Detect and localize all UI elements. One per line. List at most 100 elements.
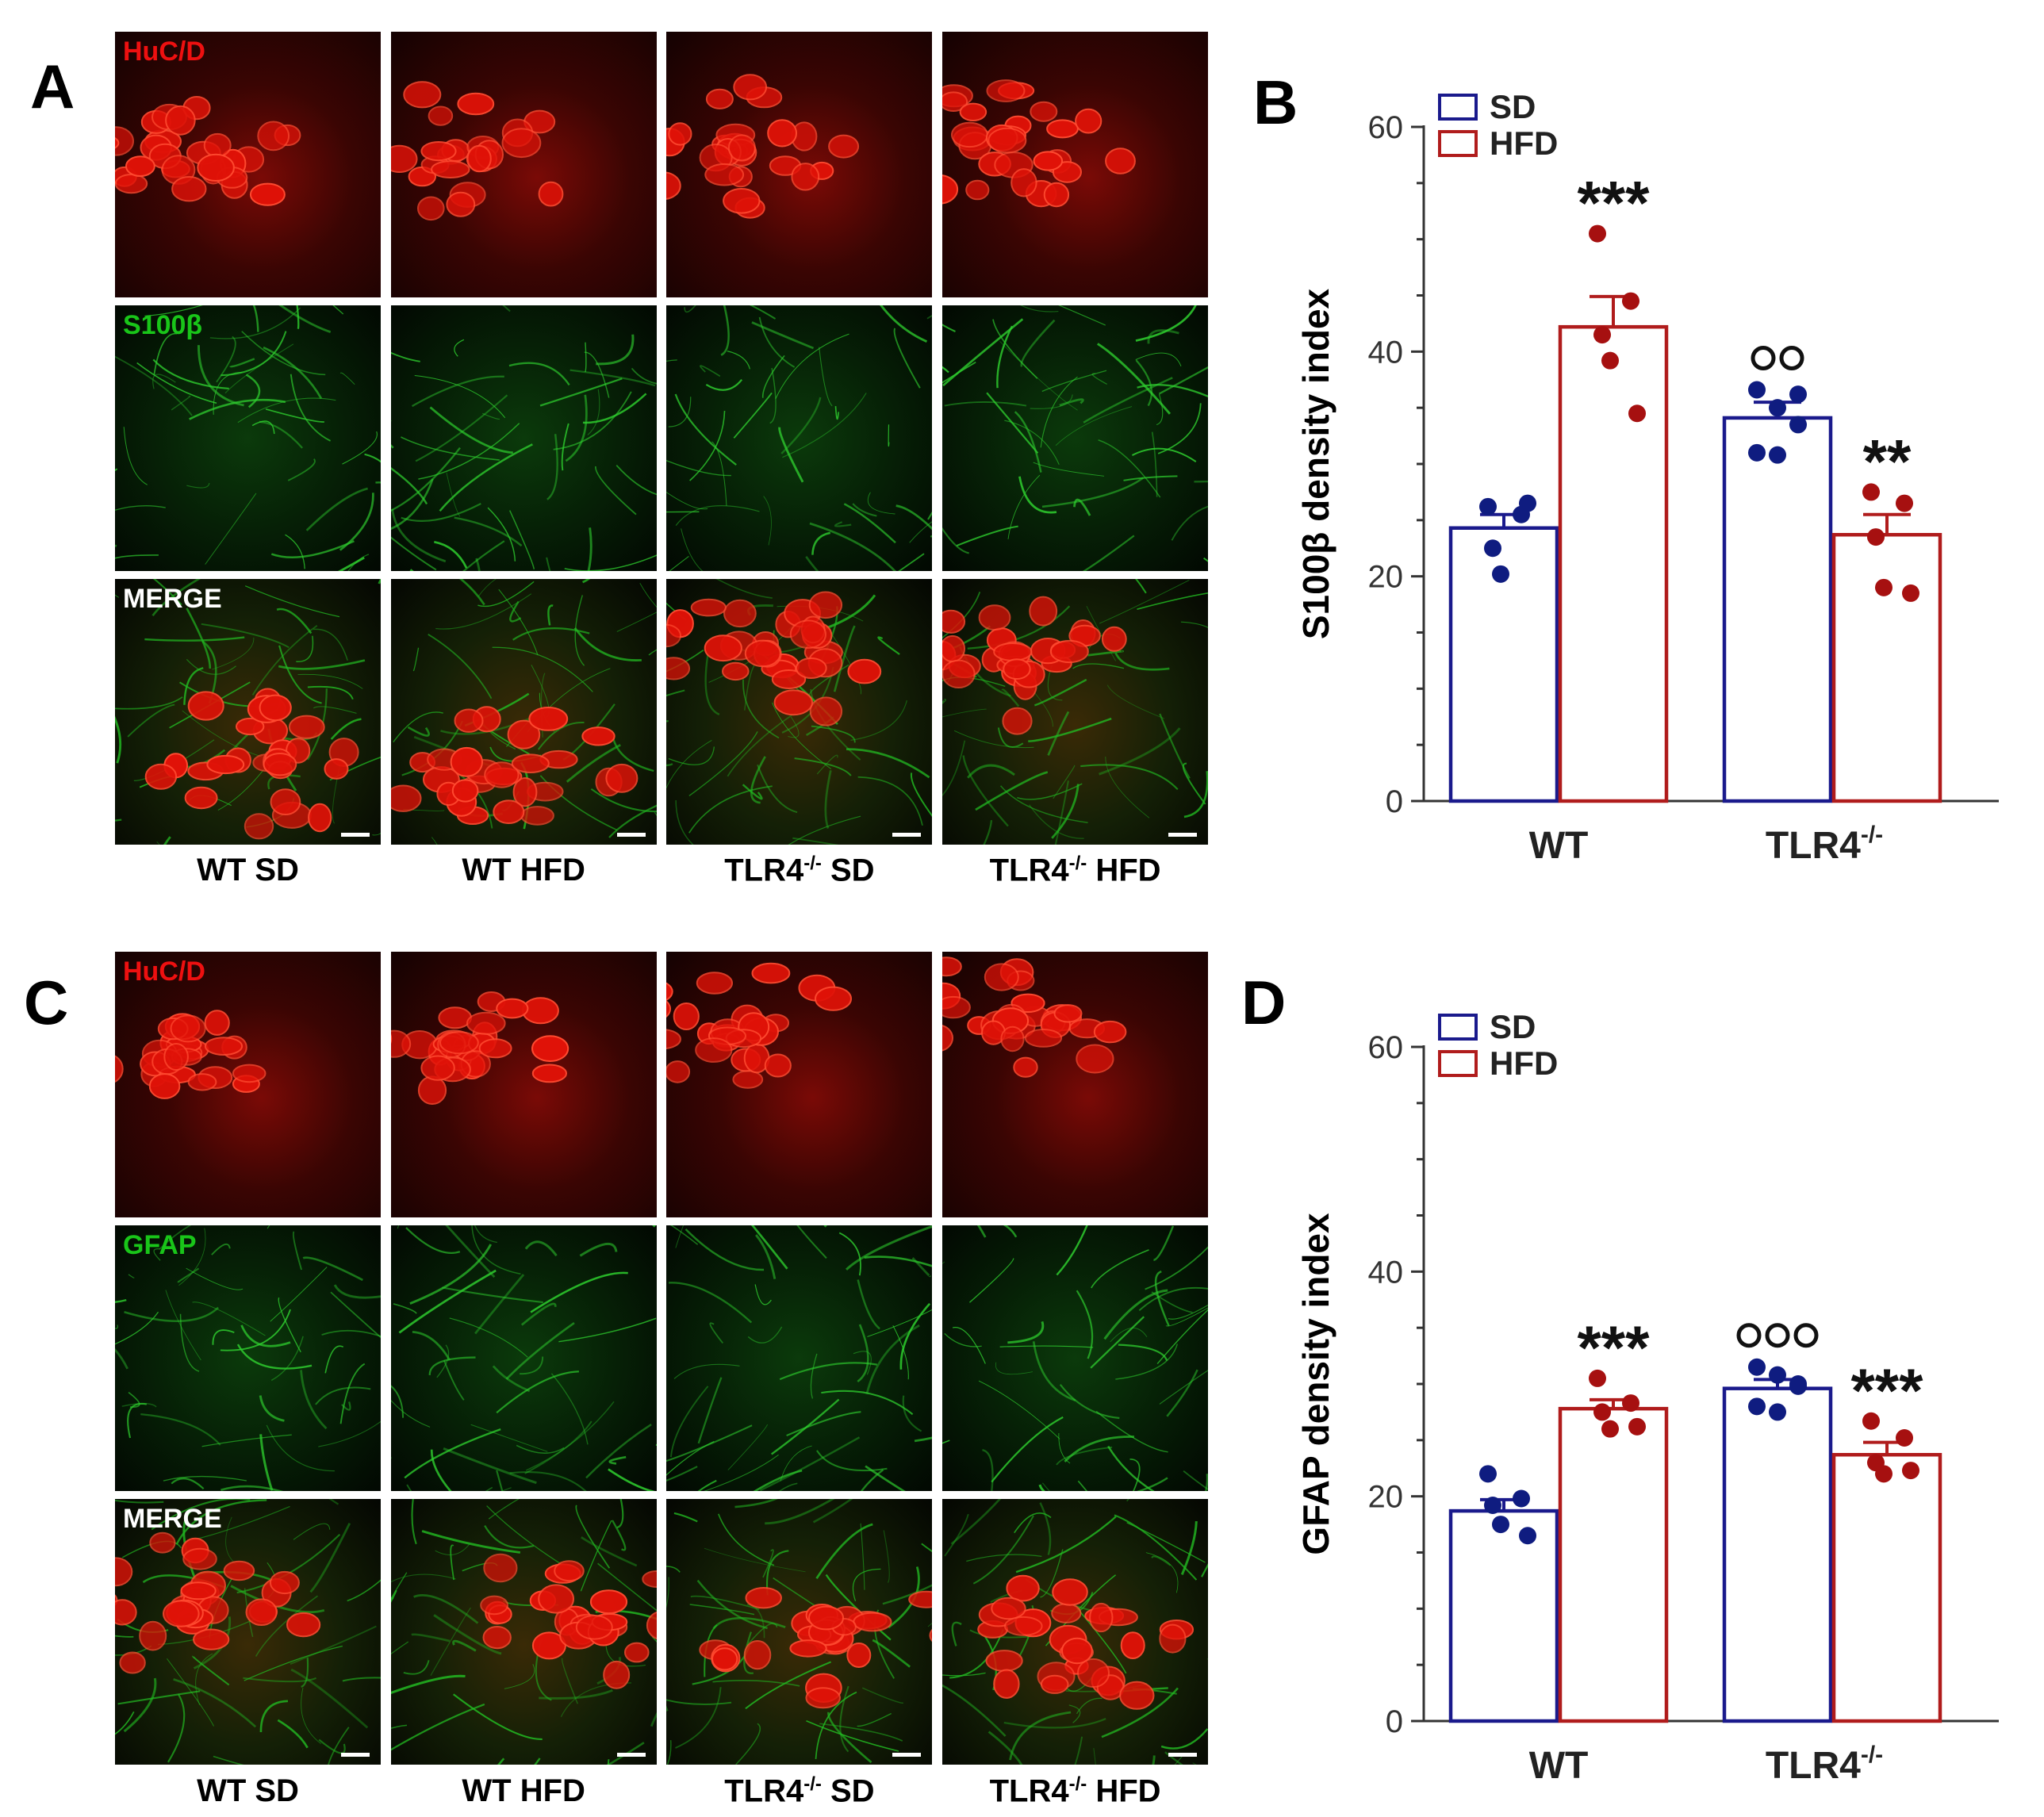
legend-swatch-sd (1438, 1014, 1478, 1041)
chart-b: 0 20 40 60 S100β density index ○○ *** ** WT TLR4-… (1285, 63, 2023, 880)
data-point (1628, 404, 1646, 423)
data-point (1789, 385, 1807, 404)
bar-sd-1 (1722, 416, 1833, 803)
scale-bar (1168, 1753, 1198, 1757)
micrograph-c-r0-c2 (666, 952, 933, 1217)
data-point (1862, 483, 1880, 501)
column-label-c-1: WT HFD (462, 1773, 585, 1808)
data-point (1769, 399, 1786, 417)
legend-label-sd: SD (1490, 88, 1536, 125)
data-point (1484, 1497, 1501, 1514)
micrograph-a-r2-c0: MERGE (115, 579, 381, 845)
y-tick-label: 0 (1386, 784, 1403, 819)
y-tick-label: 60 (1368, 1030, 1404, 1065)
scale-bar (616, 833, 646, 837)
micrograph-grid-c: HuC/D GFAP MERGE (115, 952, 1209, 1765)
chart-d: 0 20 40 60 GFAP density index ○○○ *** *** WT TLR4… (1285, 983, 2023, 1800)
row-label-a-0: HuC/D (123, 36, 205, 67)
micrograph-c-r0-c3 (942, 952, 1209, 1217)
micrograph-a-r0-c2 (666, 32, 933, 297)
legend-swatch-sd (1438, 94, 1478, 121)
micrograph-a-r0-c3 (942, 32, 1209, 297)
micrograph-a-r1-c3 (942, 305, 1209, 571)
micrograph-grid-a: HuC/D S100β MERGE (115, 32, 1209, 845)
scale-bar (616, 1753, 646, 1757)
significance-label: ○○ (1777, 334, 1779, 335)
y-tick-label: 20 (1368, 560, 1404, 595)
significance-circle (1793, 1323, 1819, 1348)
bar-sd-1 (1722, 1386, 1833, 1723)
legend-label-sd: SD (1490, 1008, 1536, 1045)
column-label-a-3: TLR4-/- HFD (989, 853, 1161, 888)
row-label-c-0: HuC/D (123, 956, 205, 987)
data-point (1748, 1397, 1766, 1416)
data-point (1519, 1527, 1536, 1545)
micrograph-c-r1-c3 (942, 1225, 1209, 1491)
data-point (1867, 528, 1885, 546)
data-point (1589, 1369, 1606, 1387)
scale-bar (341, 1753, 370, 1757)
data-point (1896, 1429, 1913, 1447)
micrograph-c-r1-c2 (666, 1225, 933, 1491)
chart-d-svg: 0 20 40 60 GFAP density index ○○○ *** *** WT TLR4… (1295, 1008, 1999, 1787)
data-point (1492, 1516, 1509, 1534)
significance-label: ○○○ (1777, 1311, 1779, 1313)
data-point (1769, 1366, 1786, 1384)
bar-hfd-1 (1831, 1453, 1942, 1723)
micrograph-a-r2-c1 (390, 579, 657, 845)
y-tick-label: 40 (1368, 1255, 1404, 1290)
micrograph-a-r0-c0: HuC/D (115, 32, 381, 297)
legend-swatch-hfd (1438, 1050, 1478, 1077)
micrograph-c-r2-c3 (942, 1499, 1209, 1765)
micrograph-a-r1-c2 (666, 305, 933, 571)
significance-circle (1751, 346, 1776, 370)
x-tick-label: WT (1529, 825, 1589, 867)
legend-label-hfd: HFD (1490, 1045, 1558, 1082)
data-point (1622, 1394, 1639, 1413)
column-label-a-2: TLR4-/- SD (724, 853, 875, 888)
y-tick-label: 60 (1368, 110, 1404, 145)
y-tick-label: 40 (1368, 335, 1404, 370)
data-point (1601, 351, 1619, 370)
data-point (1479, 1465, 1497, 1483)
row-label-a-2: MERGE (123, 584, 222, 614)
significance-label: *** (1577, 1313, 1650, 1382)
column-label-c-3: TLR4-/- HFD (989, 1773, 1161, 1809)
y-tick-label: 20 (1368, 1480, 1404, 1515)
significance-circle (1779, 346, 1804, 370)
data-point (1593, 1403, 1611, 1421)
data-point (1902, 584, 1919, 602)
legend-label-hfd: HFD (1490, 125, 1558, 162)
bar-hfd-0 (1558, 1406, 1669, 1723)
bar-sd-0 (1448, 1508, 1559, 1723)
micrograph-c-r2-c1 (390, 1499, 657, 1765)
panel-letter-b: B (1253, 67, 1298, 137)
micrograph-c-r1-c0: GFAP (115, 1225, 381, 1491)
panel-letter-a: A (30, 52, 75, 121)
panel-letter-d: D (1241, 968, 1287, 1037)
data-point (1875, 1465, 1893, 1483)
scale-bar (1168, 833, 1198, 837)
y-axis-label: S100β density index (1295, 288, 1336, 639)
column-label-c-2: TLR4-/- SD (724, 1773, 875, 1809)
micrograph-a-r1-c1 (390, 305, 657, 571)
bar-hfd-1 (1831, 533, 1942, 803)
data-point (1769, 1403, 1786, 1421)
micrograph-a-r2-c3 (942, 579, 1209, 845)
scale-bar (341, 833, 370, 837)
x-tick-label: WT (1529, 1745, 1589, 1787)
bar-hfd-0 (1558, 324, 1669, 803)
data-point (1589, 224, 1606, 243)
micrograph-a-r2-c2 (666, 579, 933, 845)
data-point (1484, 539, 1501, 558)
row-label-c-1: GFAP (123, 1230, 197, 1260)
data-point (1748, 1358, 1766, 1376)
column-label-a-1: WT HFD (462, 853, 585, 887)
scale-bar (892, 1753, 922, 1757)
row-label-c-2: MERGE (123, 1504, 222, 1534)
micrograph-c-r2-c0: MERGE (115, 1499, 381, 1765)
significance-label: ** (1863, 426, 1912, 496)
data-point (1789, 1375, 1807, 1393)
micrograph-c-r2-c2 (666, 1499, 933, 1765)
data-point (1513, 1489, 1530, 1508)
